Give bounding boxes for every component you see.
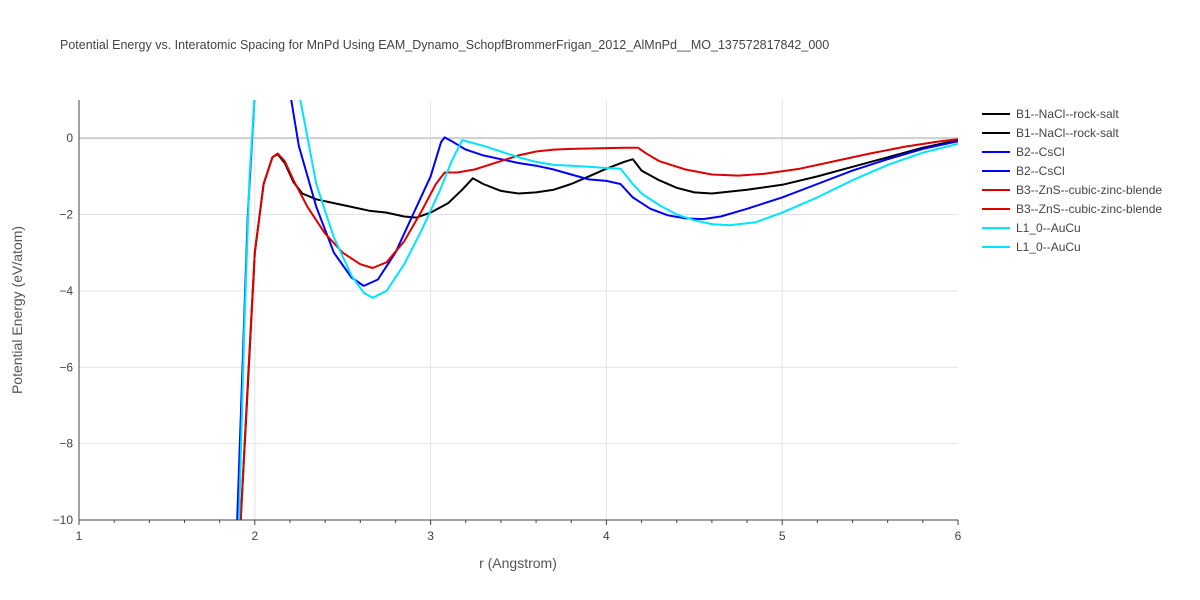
legend-label[interactable]: B2--CsCl — [1016, 164, 1065, 178]
legend[interactable]: B1--NaCl--rock-salt B1--NaCl--rock-salt B2… — [982, 107, 1162, 254]
chart-title: Potential Energy vs. Interatomic Spacing… — [60, 38, 830, 52]
y-tick-label: −10 — [53, 513, 74, 527]
y-axis-title: Potential Energy (eV/atom) — [9, 226, 25, 394]
x-tick-label: 5 — [779, 529, 786, 543]
legend-label[interactable]: B3--ZnS--cubic-zinc-blende — [1016, 202, 1162, 216]
y-tick-label: −6 — [59, 360, 73, 374]
x-tick-label: 2 — [251, 529, 258, 543]
legend-label[interactable]: B1--NaCl--rock-salt — [1016, 107, 1119, 121]
legend-label[interactable]: L1_0--AuCu — [1016, 221, 1081, 235]
x-tick-label: 4 — [603, 529, 610, 543]
legend-label[interactable]: B1--NaCl--rock-salt — [1016, 126, 1119, 140]
legend-label[interactable]: L1_0--AuCu — [1016, 240, 1081, 254]
series-line-b1-nacl-rock-salt[interactable] — [239, 139, 958, 520]
y-tick-label: 0 — [66, 131, 73, 145]
x-tick-label: 6 — [955, 529, 962, 543]
y-tick-label: −4 — [59, 284, 73, 298]
x-tick-label: 3 — [427, 529, 434, 543]
series-line-l1-0-aucu[interactable] — [238, 92, 958, 520]
x-axis-title: r (Angstrom) — [479, 555, 557, 571]
series-line-b3-zns-cubic-zinc-blende[interactable] — [239, 138, 958, 520]
axes: 1 2 3 4 5 6 0 −2 −4 −6 −8 −10 — [53, 100, 962, 543]
x-tick-label: 1 — [76, 529, 83, 543]
legend-label[interactable]: B2--CsCl — [1016, 145, 1065, 159]
y-tick-label: −8 — [59, 437, 73, 451]
legend-label[interactable]: B3--ZnS--cubic-zinc-blende — [1016, 183, 1162, 197]
y-tick-label: −2 — [59, 208, 73, 222]
series-line-b2-cscl[interactable] — [236, 92, 958, 520]
plot-area[interactable] — [236, 92, 958, 520]
